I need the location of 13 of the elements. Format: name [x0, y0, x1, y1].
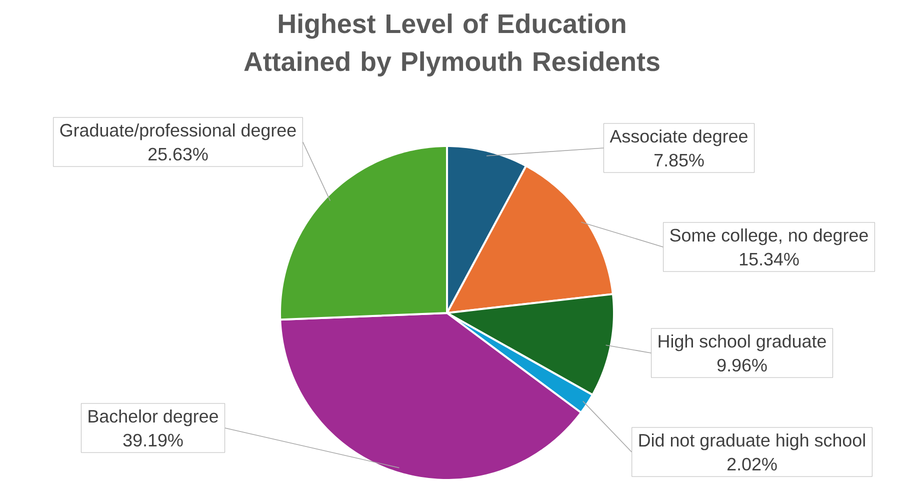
data-label: 15.34%	[740, 252, 799, 266]
slice-label: Graduate/professional degree	[60, 123, 296, 140]
data-label: 2.02%	[727, 458, 777, 471]
data-label: 9.96%	[717, 358, 767, 372]
slice-label: Bachelor degree	[88, 409, 218, 426]
data-label: 39.19%	[123, 434, 183, 447]
slice-label: High school graduate	[658, 334, 826, 352]
slice-label: Did not graduate high school	[639, 433, 865, 450]
slice-label: Associate degree	[610, 129, 748, 146]
slice-label: Some college, no degree	[670, 228, 868, 246]
chart-title: Highest Level of Education Attained by Plymouth Residents	[244, 14, 660, 76]
data-label: 7.85%	[654, 154, 704, 167]
data-label: 25.63%	[148, 148, 208, 161]
